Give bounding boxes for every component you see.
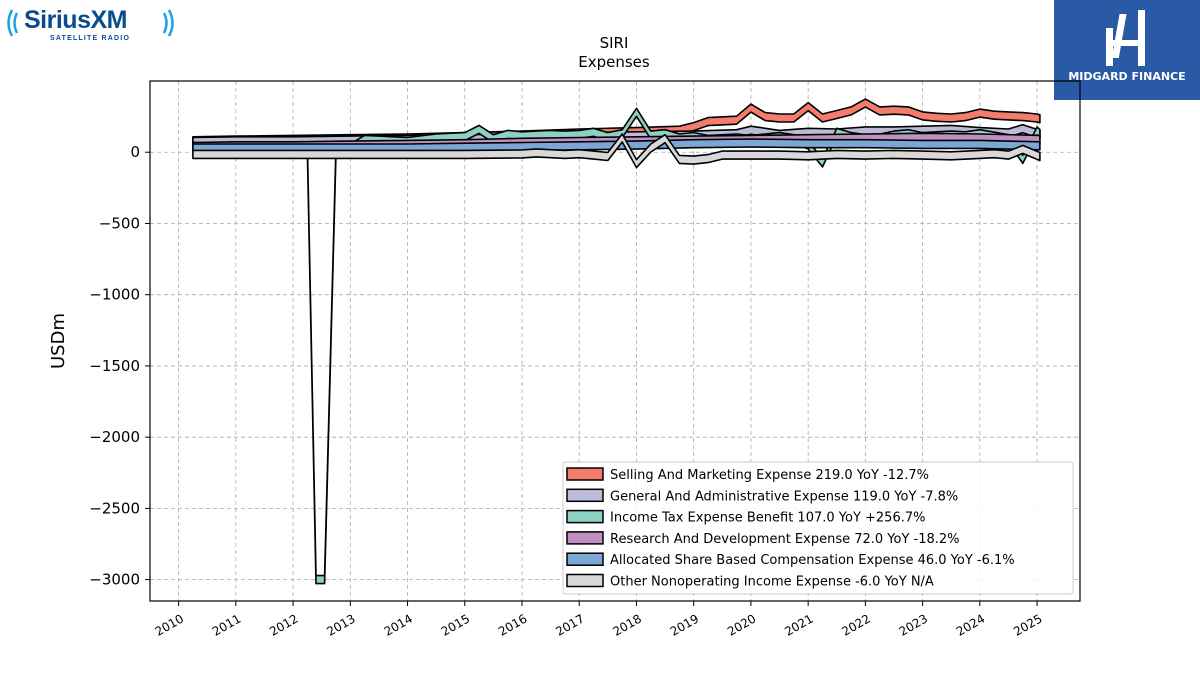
legend-entry-4: Research And Development Expense 72.0 Yo… [610,532,960,547]
legend-swatch-2 [566,488,604,503]
chart-subtitle: Expenses [578,53,650,71]
legend-swatch-6 [566,573,604,588]
y-tick-label: 0 [130,143,140,161]
legend-entry-1: Selling And Marketing Expense 219.0 YoY … [610,468,929,483]
x-tick-label: 2018 [611,611,644,638]
series-areas [192,98,1041,585]
x-tick-label: 2025 [1011,611,1044,638]
midgard-finance-badge: MIDGARD FINANCE [1054,0,1200,100]
y-tick-label: −500 [99,214,140,232]
y-axis-label: USDm [48,313,69,369]
radio-waves-icon [7,9,174,37]
x-tick-label: 2017 [553,611,586,638]
x-tick-label: 2011 [210,611,243,638]
midgard-logo-icon [1106,10,1145,66]
legend-swatch-5 [566,552,604,566]
y-tick-label: −3000 [89,571,140,589]
x-tick-label: 2014 [382,611,415,638]
y-tick-label: −1000 [89,286,140,304]
plot-frame [149,80,1081,602]
legend-box [562,461,1074,595]
brand-wordmark: SiriusXM [24,6,127,34]
badge-text: MIDGARD FINANCE [1068,70,1186,83]
legend-entry-6: Other Nonoperating Income Expense -6.0 Y… [610,575,934,590]
x-axis: 2010 2011 2012 2013 2014 2015 2016 2017 2018 2019… [153,601,1045,639]
legend-swatch-1 [566,467,604,481]
legend: Selling And Marketing Expense 219.0 YoY … [562,461,1074,595]
siriusxm-logo: SiriusXM SATELLITE RADIO [4,4,184,44]
x-tick-label: 2024 [954,611,987,638]
legend-entry-3: Income Tax Expense Benefit 107.0 YoY +25… [610,511,925,526]
x-tick-label: 2013 [324,611,357,638]
x-tick-label: 2019 [668,611,701,638]
x-tick-label: 2016 [496,611,529,638]
brand-subtitle: SATELLITE RADIO [50,35,131,42]
x-tick-label: 2015 [439,611,472,638]
y-tick-label: −1500 [89,357,140,375]
legend-swatch-4 [566,531,604,545]
y-tick-label: −2500 [89,499,140,517]
y-axis: 0 −500 −1000 −1500 −2000 −2500 −3000 [89,143,150,589]
chart-title: SIRI [600,34,629,52]
x-tick-label: 2012 [267,611,300,638]
x-tick-label: 2022 [839,611,872,638]
x-tick-label: 2020 [725,611,758,638]
x-tick-label: 2023 [897,611,930,638]
legend-entry-5: Allocated Share Based Compensation Expen… [610,553,1015,568]
legend-entry-2: General And Administrative Expense 119.0… [610,489,958,504]
x-tick-label: 2010 [153,611,186,638]
y-tick-label: −2000 [89,428,140,446]
x-tick-label: 2021 [782,611,815,638]
series-area-6 [192,133,1041,169]
legend-swatch-3 [566,509,604,524]
